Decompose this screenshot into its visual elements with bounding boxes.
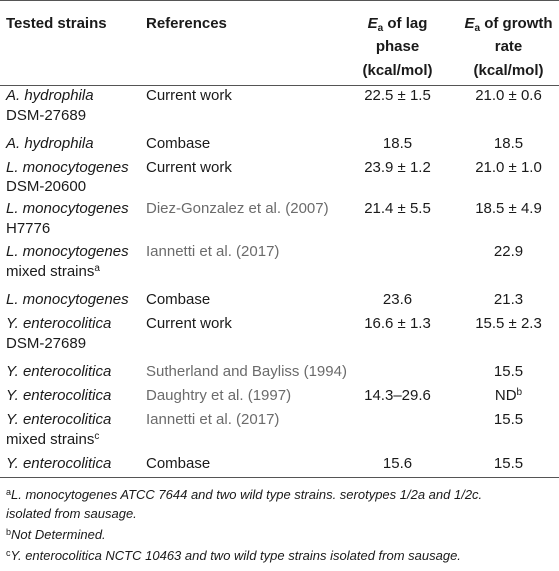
row-0-strain-id: DSM-27689 <box>6 107 87 124</box>
header-tested-strains: Tested strains <box>6 15 107 32</box>
row-0-growth: 21.0 ± 0.6 <box>475 87 542 104</box>
row-4-strain: L. monocytogenes <box>6 243 129 260</box>
row-9-reference: Iannetti et al. (2017) <box>146 411 280 428</box>
table-bottom-rule <box>0 477 559 478</box>
footnote-a: aL. monocytogenes ATCC 7644 and two wild… <box>6 487 483 502</box>
row-8-lag: 14.3–29.6 <box>364 387 431 404</box>
row-10-reference: Combase <box>146 455 211 472</box>
row-5-reference: Combase <box>146 291 211 308</box>
row-0-reference: Current work <box>146 87 232 104</box>
row-3-strain: L. monocytogenes <box>6 200 129 217</box>
row-3-strain-id: H7776 <box>6 220 51 237</box>
row-6-strain: Y. enterocolitica <box>6 315 112 332</box>
footnote-b: bNot Determined. <box>6 527 106 542</box>
header-references: References <box>146 15 227 32</box>
row-4-growth: 22.9 <box>493 243 524 260</box>
row-4-reference: Iannetti et al. (2017) <box>146 243 280 260</box>
row-2-reference: Current work <box>146 159 232 176</box>
row-2-strain: L. monocytogenes <box>6 159 129 176</box>
row-1-strain: A. hydrophila <box>6 135 94 152</box>
row-2-growth: 21.0 ± 1.0 <box>475 159 542 176</box>
header-ea-lag-unit: (kcal/mol) <box>362 62 433 79</box>
row-10-lag: 15.6 <box>382 455 413 472</box>
table-top-rule <box>0 0 559 1</box>
row-3-growth: 18.5 ± 4.9 <box>475 200 542 217</box>
row-2-lag: 23.9 ± 1.2 <box>364 159 431 176</box>
footnote-c: cY. enterocolitica NCTC 10463 and two wi… <box>6 548 461 563</box>
header-ea-growth-line1: Ea of growth <box>464 15 553 34</box>
header-ea-growth-unit: (kcal/mol) <box>473 62 544 79</box>
row-1-lag: 18.5 <box>382 135 413 152</box>
row-5-growth: 21.3 <box>493 291 524 308</box>
row-0-strain: A. hydrophila <box>6 87 94 104</box>
row-10-growth: 15.5 <box>493 455 524 472</box>
row-5-lag: 23.6 <box>382 291 413 308</box>
row-4-strain-id: mixed strainsa <box>6 263 100 280</box>
row-5-strain: L. monocytogenes <box>6 291 129 308</box>
header-ea-lag-line1: Ea of lag <box>367 15 428 34</box>
row-6-growth: 15.5 ± 2.3 <box>475 315 542 332</box>
row-8-reference: Daughtry et al. (1997) <box>146 387 292 404</box>
row-9-strain-id: mixed strainsc <box>6 431 100 448</box>
row-6-lag: 16.6 ± 1.3 <box>364 315 431 332</box>
row-6-strain-id: DSM-27689 <box>6 335 87 352</box>
row-1-growth: 18.5 <box>493 135 524 152</box>
footnote-a-cont: isolated from sausage. <box>6 506 137 521</box>
row-9-strain: Y. enterocolitica <box>6 411 112 428</box>
row-3-lag: 21.4 ± 5.5 <box>364 200 431 217</box>
row-8-growth: NDb <box>494 387 523 404</box>
header-ea-growth-line2: rate <box>494 38 523 55</box>
row-7-reference: Sutherland and Bayliss (1994) <box>146 363 347 380</box>
row-0-lag: 22.5 ± 1.5 <box>364 87 431 104</box>
row-3-reference: Diez-Gonzalez et al. (2007) <box>146 200 329 217</box>
row-8-strain: Y. enterocolitica <box>6 387 112 404</box>
row-6-reference: Current work <box>146 315 232 332</box>
row-10-strain: Y. enterocolitica <box>6 455 112 472</box>
table-header-rule <box>0 85 559 86</box>
row-1-reference: Combase <box>146 135 211 152</box>
row-9-growth: 15.5 <box>493 411 524 428</box>
header-ea-lag-line2: phase <box>375 38 420 55</box>
row-7-strain: Y. enterocolitica <box>6 363 112 380</box>
row-7-growth: 15.5 <box>493 363 524 380</box>
row-2-strain-id: DSM-20600 <box>6 178 87 195</box>
